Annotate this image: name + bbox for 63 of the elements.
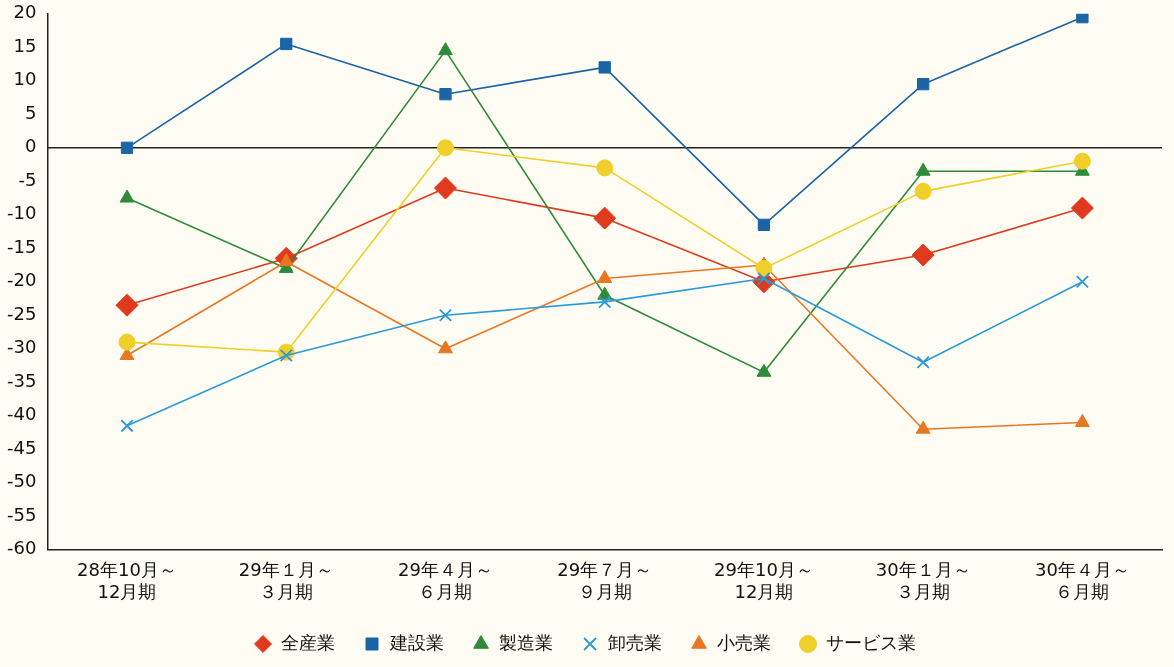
legend-label: 建設業 <box>389 631 444 653</box>
y-tick-label: 15 <box>13 34 37 56</box>
y-tick-label: 20 <box>13 1 37 23</box>
point <box>279 348 293 363</box>
point <box>280 37 293 51</box>
legend-label: サービス業 <box>826 631 916 653</box>
point <box>119 347 135 360</box>
point <box>438 308 453 322</box>
x-tick-label: 29年７月～９月期 <box>557 559 653 602</box>
point <box>119 189 135 203</box>
point <box>917 77 930 91</box>
point <box>438 340 453 354</box>
y-tick-label: -20 <box>6 269 37 291</box>
y-tick-label: -55 <box>6 503 37 525</box>
point <box>436 139 454 157</box>
point <box>1073 152 1091 170</box>
y-tick-label: -25 <box>6 302 37 324</box>
x-tick-label: 29年４月～６月期 <box>398 559 493 602</box>
y-tick-label: -35 <box>6 369 37 391</box>
legend-label: 製造業 <box>499 631 553 653</box>
y-tick-label: -60 <box>6 537 37 559</box>
point <box>433 176 457 200</box>
point <box>596 159 614 177</box>
x-tick-label: 29年１月～３月期 <box>238 559 334 602</box>
point <box>1074 414 1090 427</box>
point <box>118 333 136 351</box>
point <box>120 141 134 154</box>
y-tick-label: -45 <box>6 436 37 458</box>
y-tick-label: -40 <box>6 403 37 425</box>
point <box>915 162 931 176</box>
point <box>597 269 613 283</box>
point <box>115 293 139 317</box>
y-tick-label: -5 <box>18 168 37 190</box>
x-tick-label: 30年４月～６月期 <box>1034 559 1130 602</box>
y-tick-label: -10 <box>6 202 37 224</box>
point <box>916 355 930 369</box>
point <box>1070 196 1094 220</box>
point <box>598 61 611 74</box>
point <box>756 363 772 377</box>
x-tick-label: 28年10月～12月期 <box>77 559 177 602</box>
point <box>593 206 617 230</box>
point <box>757 218 771 232</box>
x-tick-label: 29年10月～12月期 <box>714 559 814 602</box>
point <box>120 419 134 433</box>
x-tick-label: 30年１月～３月期 <box>875 559 971 602</box>
point <box>915 420 931 434</box>
point <box>598 295 612 309</box>
point <box>914 182 932 200</box>
point <box>1075 275 1089 289</box>
legend-label: 卸売業 <box>608 631 662 653</box>
point <box>439 88 452 101</box>
point <box>755 259 773 277</box>
y-tick-label: -30 <box>6 336 37 358</box>
point <box>911 243 935 267</box>
point <box>1076 13 1089 24</box>
y-tick-label: 5 <box>24 101 37 123</box>
legend-label: 全産業 <box>281 631 335 653</box>
y-tick-label: 10 <box>13 68 37 90</box>
y-tick-label: -50 <box>6 470 37 492</box>
y-tick-label: -15 <box>6 235 37 257</box>
y-tick-label: 0 <box>24 135 37 157</box>
point <box>438 42 453 56</box>
legend-label: 小売業 <box>717 631 771 653</box>
